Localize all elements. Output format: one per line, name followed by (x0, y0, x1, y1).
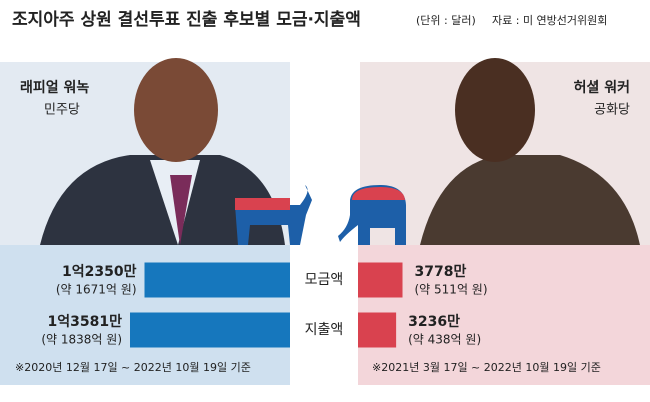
right-party: 공화당 (594, 103, 630, 118)
category-label: 모금액 (305, 272, 344, 288)
source: 자료 : 미 연방선거위원회 (492, 14, 607, 27)
won-label: (약 1671억 원) (56, 282, 137, 297)
bar (358, 312, 397, 348)
category-label: 지출액 (305, 322, 344, 338)
bar (144, 262, 290, 298)
value-label: 1억3581만 (48, 314, 123, 330)
left-party: 민주당 (44, 103, 80, 118)
bar (130, 312, 290, 348)
left-name: 래피얼 워녹 (20, 80, 89, 96)
won-label: (약 511억 원) (415, 282, 488, 297)
value-label: 3236만 (408, 314, 460, 330)
right-panel (358, 245, 650, 385)
left-photo (40, 58, 285, 245)
value-label: 1억2350만 (62, 264, 137, 280)
elephant-icon (338, 185, 406, 245)
left-period: ※2020년 12월 17일 ~ 2022년 10월 19일 기준 (15, 360, 251, 374)
chart-title: 조지아주 상원 결선투표 진출 후보별 모금·지출액 (12, 9, 361, 30)
right-name: 허셜 워커 (574, 79, 630, 96)
right-period: ※2021년 3월 17일 ~ 2022년 10월 19일 기준 (372, 360, 601, 374)
value-label: 3778만 (415, 264, 467, 280)
won-label: (약 438억 원) (408, 332, 481, 347)
won-label: (약 1838억 원) (41, 332, 122, 347)
right-photo (420, 58, 640, 245)
donkey-icon (235, 185, 312, 245)
bar (358, 262, 403, 298)
unit: (단위 : 달러) (416, 14, 476, 27)
